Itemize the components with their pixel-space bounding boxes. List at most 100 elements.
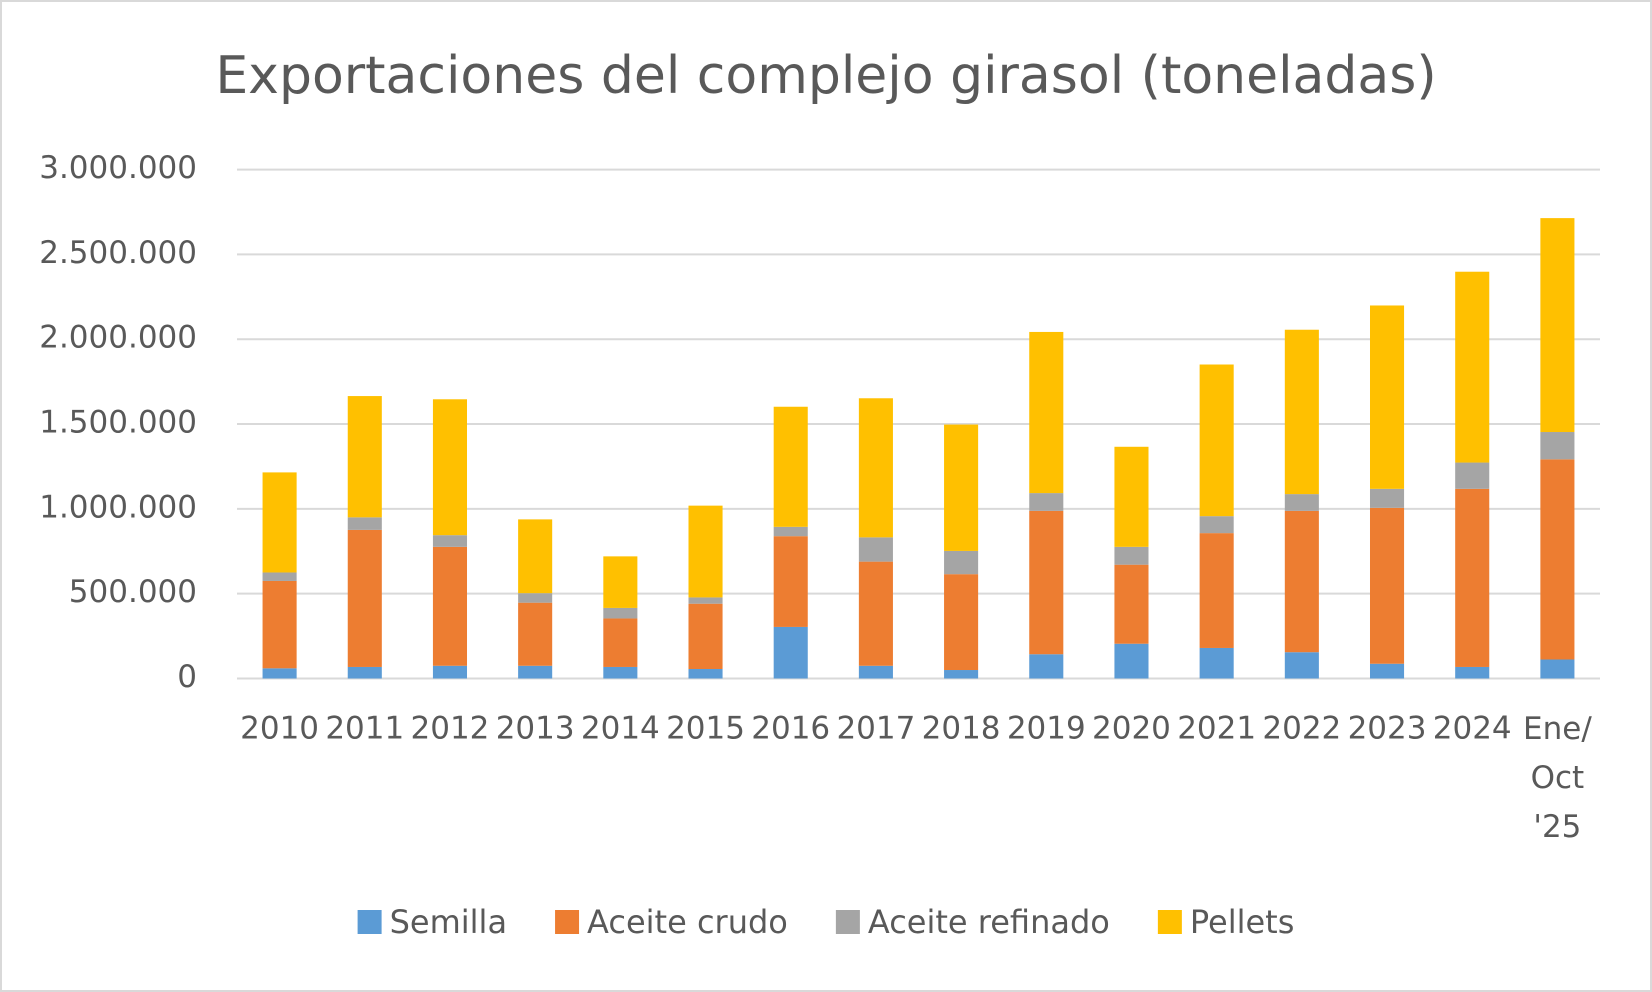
y-tick-label: 2.500.000 <box>39 235 197 271</box>
bar-segment <box>432 535 468 547</box>
legend-swatch <box>555 910 580 934</box>
bar-segment <box>518 665 553 679</box>
bar-segment <box>603 556 638 608</box>
x-tick-label: 2017 <box>836 711 915 747</box>
bar-segment <box>1029 510 1064 655</box>
x-tick-label: 2021 <box>1177 711 1256 747</box>
bar-segment <box>1199 647 1234 679</box>
x-tick-label: 2013 <box>496 711 575 747</box>
bar-segment <box>773 626 808 679</box>
bar-segment <box>1199 516 1234 534</box>
bar-segment <box>262 580 297 669</box>
bar-segment <box>773 536 808 627</box>
y-tick-label: 1.000.000 <box>39 489 197 525</box>
bar-segment <box>1114 643 1149 679</box>
bar-segment <box>858 537 893 562</box>
bar-segment <box>603 618 638 667</box>
bar-segment <box>944 424 979 551</box>
x-tick-label: 2018 <box>922 711 1001 747</box>
bar-segment <box>944 574 979 671</box>
bar-segment <box>1029 654 1064 679</box>
bar-segment <box>1114 564 1149 644</box>
bar-segment <box>858 561 893 666</box>
bar-segment <box>432 399 468 536</box>
legend-swatch <box>1157 910 1182 934</box>
bar-segment <box>347 396 382 518</box>
bar-segment <box>432 546 468 666</box>
bar-segment <box>1284 329 1319 495</box>
legend-item: Aceite refinado <box>835 903 1110 941</box>
bar-segment <box>1284 652 1319 679</box>
bar-segment <box>1199 364 1234 517</box>
bar-segment <box>1199 533 1234 648</box>
legend-item: Pellets <box>1157 903 1295 941</box>
x-tick-label: 2015 <box>666 711 745 747</box>
bar-segment <box>1540 218 1575 433</box>
x-tick-label: 2019 <box>1007 711 1086 747</box>
y-tick-label: 0 <box>177 659 197 695</box>
bar-segment <box>1455 488 1490 667</box>
x-tick-label: 2016 <box>751 711 830 747</box>
bar-segment <box>432 665 468 679</box>
bar-segment <box>688 669 723 679</box>
y-tick-label: 1.500.000 <box>39 405 197 441</box>
x-tick-label: 2023 <box>1348 711 1427 747</box>
x-tick-label: 2010 <box>240 711 319 747</box>
y-tick-label: 2.000.000 <box>39 320 197 356</box>
x-tick-label: 2024 <box>1433 711 1512 747</box>
y-tick-label: 500.000 <box>69 574 197 610</box>
bar-segment <box>347 666 382 679</box>
bar-segment <box>518 519 553 594</box>
bar-segment <box>773 406 808 527</box>
x-tick-label: Ene/Oct '25 <box>1523 711 1592 845</box>
bar-segment <box>1369 507 1405 664</box>
bar-segment <box>1369 305 1405 489</box>
bar-segment <box>518 593 553 603</box>
y-tick-label: 3.000.000 <box>39 150 197 186</box>
bar-segment <box>1114 446 1149 547</box>
bar-segment <box>944 670 979 679</box>
legend-label: Semilla <box>390 903 507 941</box>
bar-segment <box>518 602 553 666</box>
bar-segment <box>1284 494 1319 511</box>
bar-segment <box>688 505 723 598</box>
bar-segment <box>1369 663 1405 679</box>
x-tick-label: 2022 <box>1262 711 1341 747</box>
bar-segment <box>262 668 297 679</box>
bar-segment <box>1455 666 1490 679</box>
bar-segment <box>1369 488 1405 508</box>
bar-segment <box>773 526 808 537</box>
bar-segment <box>858 398 893 538</box>
bar-segment <box>1284 510 1319 653</box>
bar-segment <box>262 572 297 581</box>
x-tick-label: 2012 <box>411 711 490 747</box>
chart-title: Exportaciones del complejo girasol (tone… <box>215 46 1436 106</box>
bar-segment <box>1114 546 1149 565</box>
bar-segment <box>858 665 893 679</box>
bar-segment <box>688 597 723 604</box>
x-tick-label: 2011 <box>325 711 404 747</box>
x-tick-label: 2014 <box>581 711 660 747</box>
legend-label: Aceite crudo <box>587 903 788 941</box>
legend-label: Pellets <box>1190 903 1295 941</box>
bar-segment <box>1540 432 1575 460</box>
bar-segment <box>1540 659 1575 679</box>
bar-segment <box>1029 331 1064 494</box>
legend-label: Aceite refinado <box>868 903 1110 941</box>
bar-segment <box>347 517 382 530</box>
bar-segment <box>603 607 638 619</box>
bar-segment <box>347 529 382 667</box>
legend-item: Semilla <box>357 903 507 941</box>
bar-segment <box>1455 271 1490 463</box>
bar-segment <box>262 472 297 573</box>
legend-item: Aceite crudo <box>555 903 788 941</box>
legend-swatch <box>835 910 860 934</box>
legend-swatch <box>357 910 382 934</box>
x-tick-label: 2020 <box>1092 711 1171 747</box>
bar-segment <box>688 603 723 670</box>
bar-segment <box>1455 462 1490 489</box>
bar-segment <box>603 666 638 679</box>
bar-segment <box>944 550 979 575</box>
